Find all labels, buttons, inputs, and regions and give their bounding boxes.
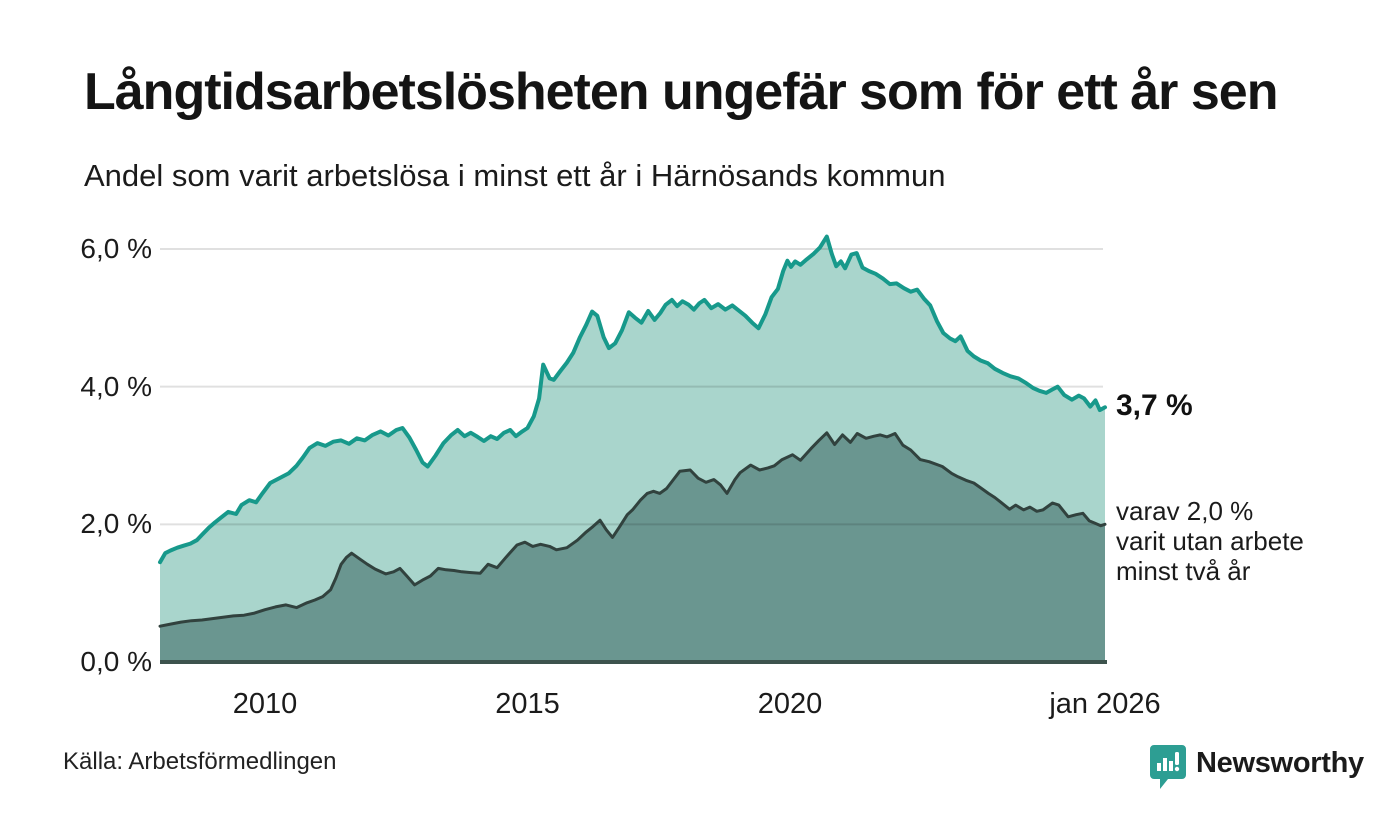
y-axis-tick-label: 6,0 % <box>80 233 152 264</box>
x-axis-tick-label: 2015 <box>495 688 560 720</box>
y-axis-tick-label: 0,0 % <box>80 646 152 677</box>
x-axis-tick-label: jan 2026 <box>1049 688 1161 720</box>
y-axis-tick-label: 4,0 % <box>80 370 152 402</box>
source-credit: Källa: Arbetsförmedlingen <box>63 748 337 775</box>
series-area-1 <box>160 432 1105 662</box>
brand-name: Newsworthy <box>1196 747 1364 779</box>
chart-subtitle: Andel som varit arbetslösa i minst ett å… <box>84 158 946 193</box>
x-axis-tick-label: 2020 <box>757 688 823 720</box>
newsworthy-icon <box>1150 744 1186 797</box>
series-line-0 <box>158 234 1107 565</box>
x-axis-tick-label: 2010 <box>232 688 298 720</box>
brand-logo: Newsworthy <box>1150 744 1364 797</box>
y-axis-tick-label: 2,0 % <box>80 508 152 540</box>
series-end-label-two-years: varav 2,0 % varit utan arbete minst två … <box>1116 496 1304 586</box>
page-title: Långtidsarbetslösheten ungefär som för e… <box>84 63 1278 121</box>
series-line-1 <box>158 431 1107 628</box>
series-end-label-one-year: 3,7 % <box>1116 389 1193 422</box>
